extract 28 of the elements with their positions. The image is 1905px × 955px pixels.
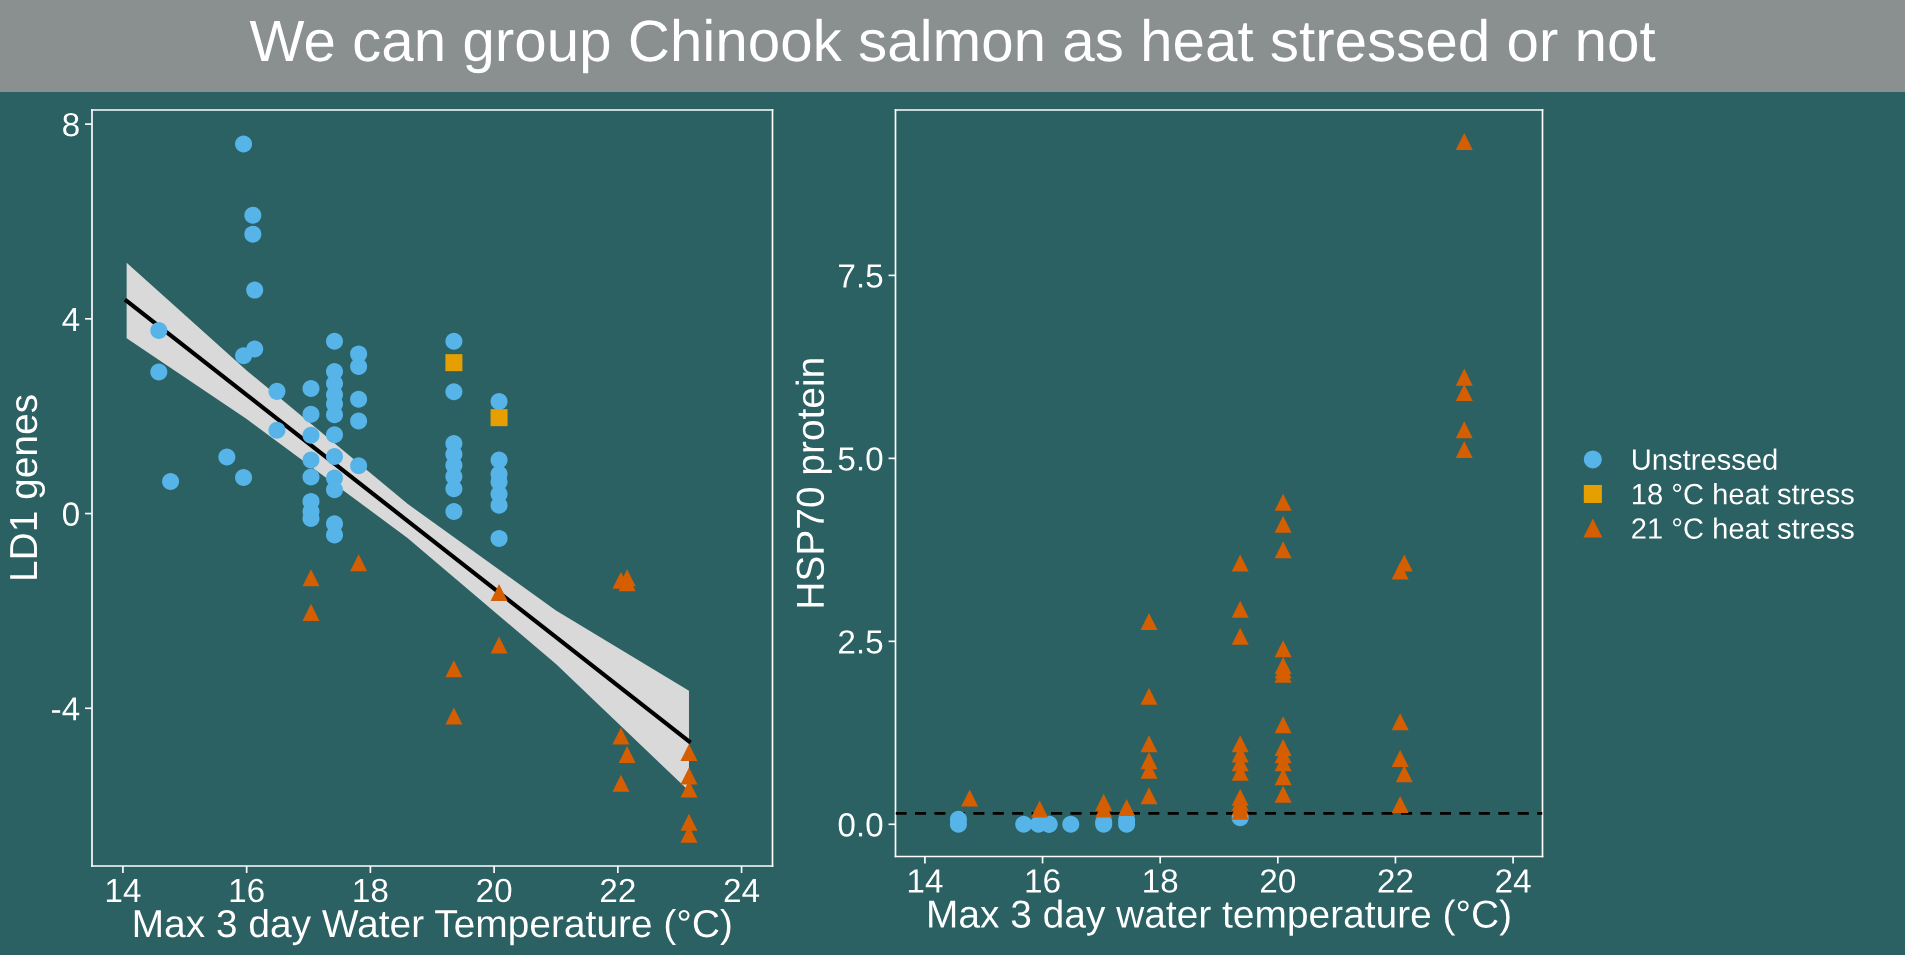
legend-label: 21 °C heat stress [1632, 517, 1854, 539]
x-tick-label: 18 [354, 878, 388, 903]
x-tick-label: 18 [1144, 869, 1178, 893]
y-tick-label: 7.5 [839, 264, 883, 288]
x-tick-label: 14 [106, 879, 141, 902]
y-axis-title: HSP70 protein [795, 359, 832, 607]
x-tick-label: 16 [1026, 869, 1060, 893]
x-tick-label: 20 [477, 878, 512, 903]
x-tick-label: 24 [1496, 869, 1531, 893]
y-tick-label: -4 [52, 697, 80, 721]
y-tick-label: 2.5 [839, 630, 883, 654]
legend-label: Unstressed [1633, 448, 1777, 470]
x-tick-label: 24 [724, 878, 760, 902]
y-tick-label: 0 [62, 502, 79, 526]
y-tick-label: 5.0 [838, 447, 883, 471]
x-tick-label: 22 [600, 878, 635, 902]
x-tick-label: 20 [1260, 869, 1296, 893]
x-axis-title: Max 3 day Water Temperature (°C) [134, 908, 731, 946]
y-axis-title: LD1 genes [10, 395, 45, 579]
x-axis-title: Max 3 day water temperature (°C) [929, 899, 1510, 936]
y-tick-label: 4 [62, 307, 80, 331]
x-tick-label: 22 [1378, 869, 1413, 893]
y-tick-label: 8 [63, 112, 79, 137]
x-tick-label: 14 [908, 869, 943, 893]
legend-label: 18 °C heat stress [1632, 483, 1854, 505]
y-tick-label: 0.0 [838, 813, 883, 837]
x-tick-label: 16 [230, 878, 264, 903]
text: We can group Chinook salmon as heat stressed or not [249, 18, 1656, 74]
